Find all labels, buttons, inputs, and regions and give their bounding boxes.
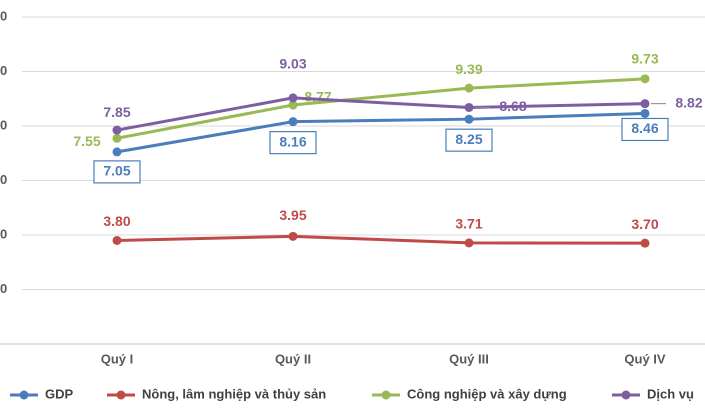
data-label: 8.16 <box>279 133 306 149</box>
legend-label: Dịch vụ <box>647 386 694 401</box>
data-label: 7.55 <box>73 133 100 149</box>
point <box>464 83 474 93</box>
y-tick-label: 0 <box>0 281 7 296</box>
x-tick-label: Quý III <box>449 351 489 366</box>
data-label: 8.77 <box>304 89 331 105</box>
data-label: 3.70 <box>631 216 658 232</box>
legend-label: Nông, lâm nghiệp và thủy sản <box>142 386 326 401</box>
point <box>112 147 122 157</box>
y-tick-label: 0 <box>0 226 7 241</box>
y-tick-label: 0 <box>0 63 7 78</box>
series-line <box>116 111 646 154</box>
data-label: 8.68 <box>499 98 526 114</box>
point <box>640 108 650 118</box>
x-tick-label: Quý IV <box>624 351 666 366</box>
y-tick-label: 0 <box>0 117 7 132</box>
data-label: 3.95 <box>279 207 306 223</box>
x-tick-label: Quý II <box>275 351 311 366</box>
point <box>288 231 298 241</box>
x-tick-label: Quý I <box>101 351 134 366</box>
data-label: 8.82 <box>675 94 702 110</box>
point <box>112 133 122 143</box>
point <box>288 100 298 110</box>
point <box>640 74 650 84</box>
point <box>640 99 650 109</box>
data-label: 8.25 <box>455 131 482 147</box>
legend-marker <box>19 390 29 400</box>
data-label: 7.85 <box>103 104 130 120</box>
series-line <box>116 96 646 132</box>
data-label: 8.46 <box>631 120 658 136</box>
y-tick-label: 0 <box>0 172 7 187</box>
legend-label: Công nghiệp và xây dựng <box>407 386 567 401</box>
label-box <box>621 117 669 142</box>
data-label: 7.05 <box>103 163 130 179</box>
label-box <box>269 131 317 155</box>
point <box>112 125 122 135</box>
series-line <box>116 234 646 245</box>
point <box>464 102 474 112</box>
point <box>464 114 474 124</box>
legend-marker <box>116 390 126 400</box>
series-line <box>116 77 646 140</box>
legend-marker <box>621 390 631 400</box>
point <box>464 238 474 248</box>
label-box <box>93 160 141 184</box>
data-label: 9.03 <box>279 56 306 72</box>
point <box>288 93 298 103</box>
data-label: 3.80 <box>103 213 130 229</box>
y-tick-label: 0 <box>0 8 7 23</box>
data-label: 9.73 <box>631 51 658 67</box>
point <box>288 117 298 127</box>
label-box <box>445 128 493 152</box>
data-label: 3.71 <box>455 216 482 232</box>
legend-marker <box>381 390 391 400</box>
data-label: 9.39 <box>455 61 482 77</box>
point <box>640 238 650 248</box>
point <box>112 235 122 245</box>
legend-label: GDP <box>45 386 74 401</box>
